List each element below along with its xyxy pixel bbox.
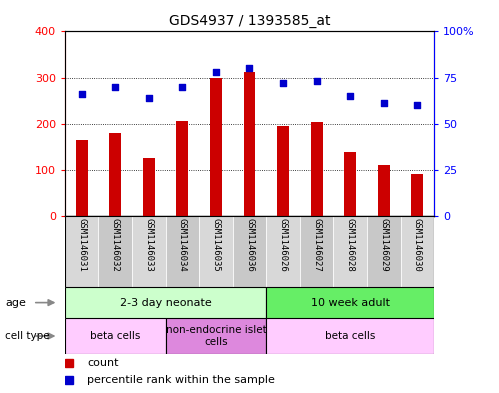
Point bbox=[111, 84, 119, 90]
Point bbox=[145, 95, 153, 101]
Text: GSM1146026: GSM1146026 bbox=[278, 218, 287, 272]
Text: GSM1146027: GSM1146027 bbox=[312, 218, 321, 272]
Bar bbox=[344, 151, 356, 216]
Text: GSM1146032: GSM1146032 bbox=[111, 218, 120, 272]
Bar bbox=[412, 174, 423, 216]
Bar bbox=[109, 133, 121, 216]
Bar bbox=[98, 216, 132, 287]
Bar bbox=[199, 216, 233, 287]
Point bbox=[78, 91, 86, 97]
Text: GSM1146031: GSM1146031 bbox=[77, 218, 86, 272]
Point bbox=[246, 65, 253, 72]
Bar bbox=[65, 216, 98, 287]
Point bbox=[380, 100, 388, 107]
Bar bbox=[210, 78, 222, 216]
Point bbox=[178, 84, 186, 90]
Point bbox=[346, 93, 354, 99]
Point bbox=[212, 69, 220, 75]
Bar bbox=[166, 318, 266, 354]
Text: percentile rank within the sample: percentile rank within the sample bbox=[87, 375, 275, 385]
Text: GSM1146029: GSM1146029 bbox=[379, 218, 388, 272]
Title: GDS4937 / 1393585_at: GDS4937 / 1393585_at bbox=[169, 14, 330, 28]
Bar bbox=[367, 216, 401, 287]
Bar bbox=[300, 216, 333, 287]
Text: cell type: cell type bbox=[5, 331, 49, 341]
Text: GSM1146030: GSM1146030 bbox=[413, 218, 422, 272]
Bar bbox=[266, 287, 434, 318]
Point bbox=[413, 102, 421, 108]
Bar bbox=[143, 158, 155, 216]
Bar bbox=[244, 72, 255, 216]
Text: 10 week adult: 10 week adult bbox=[311, 298, 390, 308]
Point bbox=[313, 78, 321, 84]
Text: 2-3 day neonate: 2-3 day neonate bbox=[120, 298, 212, 308]
Bar bbox=[378, 165, 390, 216]
Text: GSM1146036: GSM1146036 bbox=[245, 218, 254, 272]
Bar bbox=[277, 126, 289, 216]
Text: GSM1146034: GSM1146034 bbox=[178, 218, 187, 272]
Bar bbox=[266, 216, 300, 287]
Bar bbox=[65, 287, 266, 318]
Bar bbox=[177, 121, 188, 216]
Text: GSM1146028: GSM1146028 bbox=[346, 218, 355, 272]
Text: count: count bbox=[87, 358, 119, 367]
Text: GSM1146033: GSM1146033 bbox=[144, 218, 153, 272]
Text: beta cells: beta cells bbox=[90, 331, 140, 341]
Bar bbox=[76, 140, 87, 216]
Bar bbox=[266, 318, 434, 354]
Text: GSM1146035: GSM1146035 bbox=[212, 218, 221, 272]
Bar bbox=[166, 216, 199, 287]
Bar bbox=[233, 216, 266, 287]
Point bbox=[279, 80, 287, 86]
Text: beta cells: beta cells bbox=[325, 331, 375, 341]
Bar bbox=[333, 216, 367, 287]
Bar bbox=[311, 122, 322, 216]
Bar bbox=[65, 318, 166, 354]
Bar bbox=[401, 216, 434, 287]
Bar bbox=[132, 216, 166, 287]
Text: non-endocrine islet
cells: non-endocrine islet cells bbox=[166, 325, 266, 347]
Text: age: age bbox=[5, 298, 26, 308]
